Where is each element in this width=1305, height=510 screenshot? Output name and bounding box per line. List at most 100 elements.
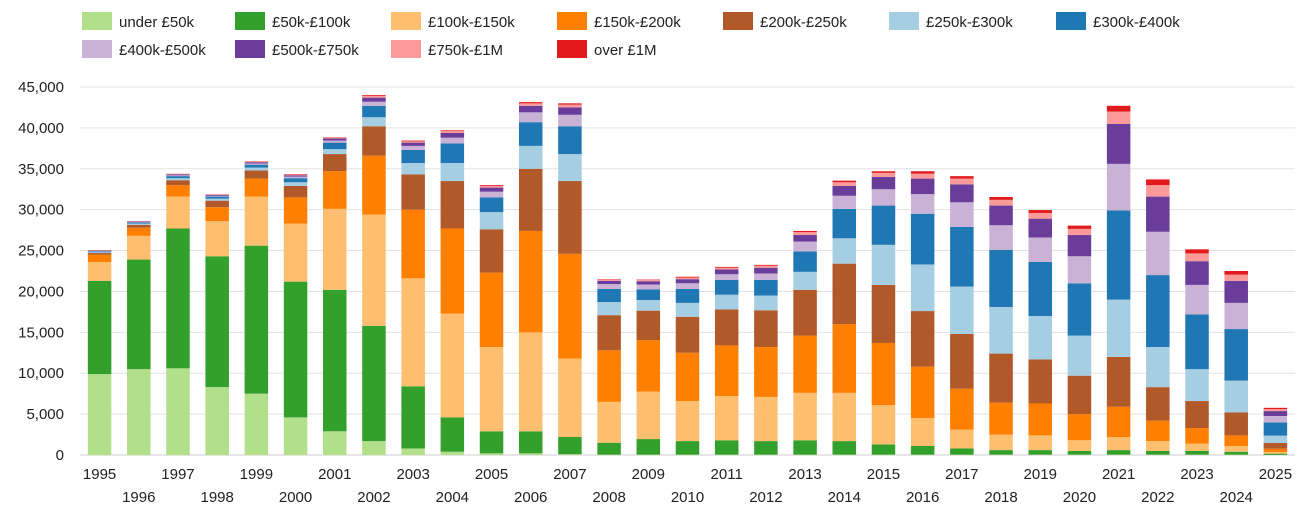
bar-2025-500k-750k[interactable]	[1263, 411, 1288, 416]
bar-2010-200k-250k[interactable]	[675, 316, 700, 353]
bar-1995-300k-400k[interactable]	[87, 251, 112, 253]
bar-2005-500k-750k[interactable]	[479, 187, 504, 192]
bar-2008-150k-200k[interactable]	[597, 350, 621, 402]
bar-2021-over-1m[interactable]	[1106, 105, 1131, 112]
bar-2005-under-50k[interactable]	[479, 453, 504, 455]
bar-2000-500k-750k[interactable]	[283, 175, 308, 177]
bar-2008-50k-100k[interactable]	[597, 442, 621, 455]
bar-2023-500k-750k[interactable]	[1185, 261, 1209, 285]
bar-2025-100k-150k[interactable]	[1263, 451, 1288, 454]
bar-2024-400k-500k[interactable]	[1224, 302, 1248, 330]
bar-2000-300k-400k[interactable]	[283, 178, 308, 183]
bar-2001-750k-1m[interactable]	[323, 137, 347, 139]
bar-1999-under-50k[interactable]	[244, 393, 269, 455]
bar-2019-500k-750k[interactable]	[1028, 218, 1052, 238]
bar-2022-200k-250k[interactable]	[1146, 387, 1170, 421]
bar-1995-250k-300k[interactable]	[87, 252, 112, 254]
bar-2005-400k-500k[interactable]	[479, 191, 504, 198]
bar-2013-150k-200k[interactable]	[793, 335, 817, 393]
bar-2011-150k-200k[interactable]	[714, 345, 739, 397]
bar-2001-200k-250k[interactable]	[323, 154, 347, 172]
bar-2000-150k-200k[interactable]	[283, 197, 308, 224]
bar-1997-250k-300k[interactable]	[166, 178, 190, 181]
bar-2004-150k-200k[interactable]	[440, 228, 465, 314]
bar-2019-400k-500k[interactable]	[1028, 237, 1052, 263]
legend-item-400k-500k[interactable]: £400k-£500k	[82, 40, 206, 59]
legend-item-250k-300k[interactable]: £250k-£300k	[889, 12, 1013, 31]
bar-2000-400k-500k[interactable]	[283, 176, 308, 179]
bar-2008-400k-500k[interactable]	[597, 284, 621, 289]
bar-2021-50k-100k[interactable]	[1106, 450, 1131, 455]
bar-2007-750k-1m[interactable]	[558, 104, 582, 108]
bar-2013-300k-400k[interactable]	[793, 251, 817, 272]
bar-2017-300k-400k[interactable]	[950, 226, 974, 287]
bar-2019-250k-300k[interactable]	[1028, 315, 1052, 360]
bar-2022-750k-1m[interactable]	[1146, 185, 1170, 197]
bar-2001-under-50k[interactable]	[323, 431, 347, 455]
bar-1995-under-50k[interactable]	[87, 374, 112, 455]
bar-2025-150k-200k[interactable]	[1263, 448, 1288, 452]
bar-2009-50k-100k[interactable]	[636, 439, 661, 455]
bar-2004-750k-1m[interactable]	[440, 131, 465, 133]
bar-2004-200k-250k[interactable]	[440, 181, 465, 229]
bar-2008-250k-300k[interactable]	[597, 302, 621, 316]
bar-2009-300k-400k[interactable]	[636, 289, 661, 301]
bar-2015-250k-300k[interactable]	[871, 244, 896, 285]
bar-2025-250k-300k[interactable]	[1263, 435, 1288, 443]
bar-2022-150k-200k[interactable]	[1146, 420, 1170, 442]
bar-2020-over-1m[interactable]	[1067, 225, 1092, 229]
bar-1997-400k-500k[interactable]	[166, 175, 190, 177]
bar-2006-500k-750k[interactable]	[518, 105, 543, 113]
bar-2017-over-1m[interactable]	[950, 176, 974, 179]
bar-2025-300k-400k[interactable]	[1263, 422, 1288, 436]
bar-2006-150k-200k[interactable]	[518, 230, 543, 333]
bar-2008-100k-150k[interactable]	[597, 401, 621, 443]
bar-2018-500k-750k[interactable]	[989, 205, 1013, 226]
bar-2023-300k-400k[interactable]	[1185, 314, 1209, 370]
bar-2012-500k-750k[interactable]	[754, 267, 778, 274]
bar-2000-750k-1m[interactable]	[283, 174, 308, 176]
bar-2004-300k-400k[interactable]	[440, 143, 465, 164]
bar-2010-100k-150k[interactable]	[675, 401, 700, 442]
bar-2018-750k-1m[interactable]	[989, 199, 1013, 206]
bar-2024-300k-400k[interactable]	[1224, 329, 1248, 381]
bar-2004-100k-150k[interactable]	[440, 313, 465, 418]
bar-2011-200k-250k[interactable]	[714, 309, 739, 346]
bar-1997-300k-400k[interactable]	[166, 176, 190, 179]
bar-2007-250k-300k[interactable]	[558, 154, 582, 182]
bar-2011-750k-1m[interactable]	[714, 267, 739, 270]
bar-2006-over-1m[interactable]	[518, 102, 543, 104]
bar-2003-500k-750k[interactable]	[401, 142, 425, 146]
bar-2011-50k-100k[interactable]	[714, 440, 739, 455]
bar-1997-500k-750k[interactable]	[166, 174, 190, 176]
bar-1998-250k-300k[interactable]	[205, 198, 229, 201]
bar-2009-150k-200k[interactable]	[636, 340, 661, 392]
bar-2003-under-50k[interactable]	[401, 448, 425, 455]
bar-2005-150k-200k[interactable]	[479, 272, 504, 348]
bar-2017-100k-150k[interactable]	[950, 429, 974, 449]
bar-2001-250k-300k[interactable]	[323, 149, 347, 155]
bar-2007-200k-250k[interactable]	[558, 181, 582, 254]
bar-2009-250k-300k[interactable]	[636, 300, 661, 311]
bar-2012-300k-400k[interactable]	[754, 279, 778, 296]
bar-2014-300k-400k[interactable]	[832, 208, 857, 239]
bar-2022-400k-500k[interactable]	[1146, 231, 1170, 276]
bar-1997-under-50k[interactable]	[166, 368, 190, 455]
bar-1997-150k-200k[interactable]	[166, 185, 190, 197]
bar-2025-400k-500k[interactable]	[1263, 415, 1288, 423]
bar-1996-50k-100k[interactable]	[127, 259, 151, 370]
bar-1999-150k-200k[interactable]	[244, 178, 269, 197]
bar-1997-50k-100k[interactable]	[166, 228, 190, 369]
bar-1999-250k-300k[interactable]	[244, 167, 269, 171]
bar-2025-over-1m[interactable]	[1263, 407, 1288, 410]
bar-2001-100k-150k[interactable]	[323, 208, 347, 290]
bar-1998-50k-100k[interactable]	[205, 256, 229, 388]
bar-2004-500k-750k[interactable]	[440, 132, 465, 138]
bar-2015-400k-500k[interactable]	[871, 189, 896, 206]
bar-2020-200k-250k[interactable]	[1067, 375, 1092, 415]
bar-2002-500k-750k[interactable]	[362, 97, 386, 102]
bar-2003-200k-250k[interactable]	[401, 174, 425, 210]
bar-2015-500k-750k[interactable]	[871, 176, 896, 190]
bar-2016-200k-250k[interactable]	[910, 311, 935, 367]
bar-2016-150k-200k[interactable]	[910, 366, 935, 419]
